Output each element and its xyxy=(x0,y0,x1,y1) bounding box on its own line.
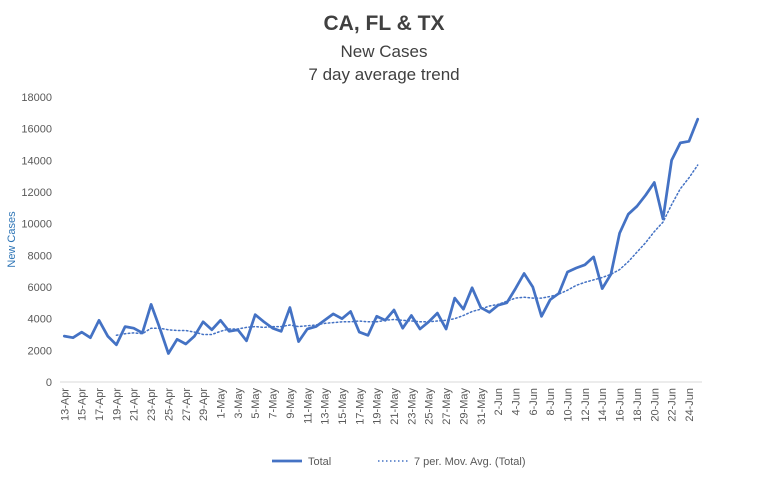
x-tick-label: 7-May xyxy=(268,388,280,419)
y-axis-title: New Cases xyxy=(6,211,18,268)
x-tick-label: 25-May xyxy=(424,388,436,425)
x-tick-label: 8-Jun xyxy=(545,388,557,416)
x-tick-label: 17-Apr xyxy=(94,388,106,421)
x-tick-label: 15-May xyxy=(337,388,349,425)
x-tick-label: 24-Jun xyxy=(684,388,696,422)
x-tick-label: 19-Apr xyxy=(111,388,123,421)
x-tick-label: 6-Jun xyxy=(528,388,540,416)
series-line-total xyxy=(62,117,700,355)
x-tick-label: 9-May xyxy=(285,388,297,419)
x-tick-label: 29-May xyxy=(458,388,470,425)
legend-label-total: Total xyxy=(308,456,331,468)
x-tick-label: 13-Apr xyxy=(59,388,71,421)
x-tick-label: 10-Jun xyxy=(563,388,575,422)
x-tick-label: 22-Jun xyxy=(667,388,679,422)
x-tick-label: 16-Jun xyxy=(615,388,627,422)
x-tick-label: 12-Jun xyxy=(580,388,592,422)
y-tick-label: 4000 xyxy=(28,314,52,326)
chart-subtitle: New Cases xyxy=(340,42,428,61)
x-tick-label: 29-Apr xyxy=(198,388,210,421)
x-tick-label: 18-Jun xyxy=(632,388,644,422)
x-tick-label: 3-May xyxy=(233,388,245,419)
y-tick-label: 12000 xyxy=(21,187,52,199)
x-tick-label: 2-Jun xyxy=(493,388,505,416)
x-tick-label: 31-May xyxy=(476,388,488,425)
x-tick-label: 13-May xyxy=(320,388,332,425)
y-tick-label: 14000 xyxy=(21,155,52,167)
x-tick-label: 21-Apr xyxy=(129,388,141,421)
series-line-moving-average xyxy=(115,164,699,337)
chart-title: CA, FL & TX xyxy=(323,12,445,35)
x-tick-label: 20-Jun xyxy=(649,388,661,422)
x-tick-label: 17-May xyxy=(354,388,366,425)
y-tick-label: 8000 xyxy=(28,250,52,262)
x-tick-label: 21-May xyxy=(389,388,401,425)
y-tick-label: 0 xyxy=(46,377,52,389)
x-tick-label: 25-Apr xyxy=(163,388,175,421)
x-tick-label: 1-May xyxy=(216,388,228,419)
y-tick-label: 16000 xyxy=(21,124,52,136)
x-tick-label: 23-May xyxy=(406,388,418,425)
x-tick-label: 15-Apr xyxy=(77,388,89,421)
y-tick-label: 10000 xyxy=(21,219,52,231)
y-tick-label: 6000 xyxy=(28,282,52,294)
legend-label-moving-average: 7 per. Mov. Avg. (Total) xyxy=(414,456,525,468)
x-tick-label: 4-Jun xyxy=(510,388,522,416)
x-tick-label: 27-Apr xyxy=(181,388,193,421)
chart-subtitle-2: 7 day average trend xyxy=(308,65,460,84)
y-tick-label: 18000 xyxy=(21,92,52,104)
y-tick-label: 2000 xyxy=(28,345,52,357)
x-tick-label: 19-May xyxy=(372,388,384,425)
x-tick-label: 27-May xyxy=(441,388,453,425)
x-tick-label: 11-May xyxy=(302,388,314,424)
x-tick-label: 23-Apr xyxy=(146,388,158,421)
x-tick-label: 14-Jun xyxy=(597,388,609,422)
x-tick-label: 5-May xyxy=(250,388,262,419)
